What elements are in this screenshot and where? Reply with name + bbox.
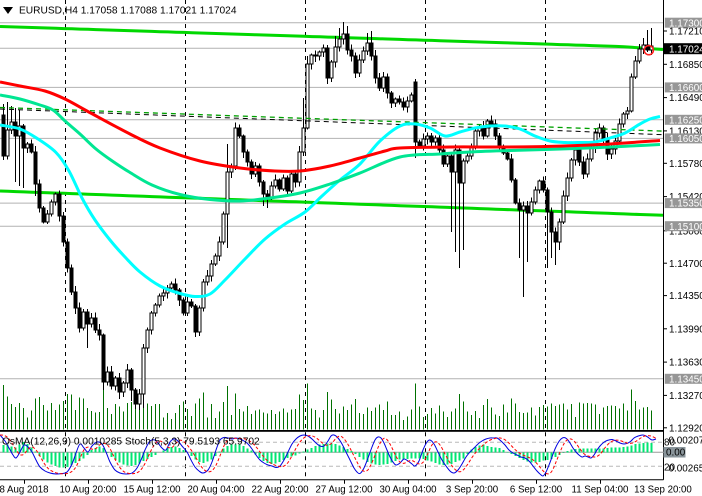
svg-text:1.15780: 1.15780: [669, 159, 702, 170]
svg-text:22 Aug 20:00: 22 Aug 20:00: [251, 485, 309, 496]
svg-text:1.16600: 1.16600: [669, 83, 702, 94]
svg-text:1.17210: 1.17210: [669, 27, 702, 38]
svg-text:1.15060: 1.15060: [669, 226, 702, 237]
svg-text:1.13270: 1.13270: [669, 391, 702, 402]
svg-text:1.16850: 1.16850: [669, 60, 702, 71]
svg-text:6 Sep 12:00: 6 Sep 12:00: [510, 485, 563, 496]
svg-text:1.13990: 1.13990: [669, 324, 702, 335]
svg-text:1.14700: 1.14700: [669, 259, 702, 270]
svg-text:1.15100: 1.15100: [669, 222, 702, 233]
svg-text:3 Sep 20:00: 3 Sep 20:00: [446, 485, 499, 496]
svg-text:10 Aug 20:00: 10 Aug 20:00: [59, 485, 117, 496]
svg-text:1.16130: 1.16130: [669, 127, 702, 138]
svg-text:OsMA(12,26,9) 0.0010285 Stoch(: OsMA(12,26,9) 0.0010285 Stoch(5,3,3) 79.…: [2, 437, 260, 448]
svg-text:1.12920: 1.12920: [669, 423, 702, 434]
svg-text:0.002071: 0.002071: [669, 436, 702, 447]
svg-text:1.17300: 1.17300: [669, 18, 702, 29]
svg-text:1.15420: 1.15420: [669, 192, 702, 203]
svg-text:1.16250: 1.16250: [669, 115, 702, 126]
svg-text:15 Aug 12:00: 15 Aug 12:00: [123, 485, 181, 496]
svg-text:EURUSD,H4 1.17058 1.17088 1.1: EURUSD,H4 1.17058 1.17088 1.17021 1.1702…: [19, 6, 237, 17]
svg-text:30 Aug 04:00: 30 Aug 04:00: [379, 485, 437, 496]
svg-text:1.16490: 1.16490: [669, 93, 702, 104]
svg-text:27 Aug 12:00: 27 Aug 12:00: [315, 485, 373, 496]
svg-text:20 Aug 04:00: 20 Aug 04:00: [187, 485, 245, 496]
svg-text:1.13630: 1.13630: [669, 358, 702, 369]
svg-text:0.00265: 0.00265: [669, 463, 702, 474]
svg-text:1.15350: 1.15350: [669, 199, 702, 210]
svg-text:1.14350: 1.14350: [669, 291, 702, 302]
svg-text:11 Sep 04:00: 11 Sep 04:00: [572, 485, 630, 496]
svg-text:1.17024: 1.17024: [669, 44, 702, 55]
svg-text:0.00: 0.00: [666, 448, 686, 459]
svg-text:1.13450: 1.13450: [669, 374, 702, 385]
svg-text:1.16050: 1.16050: [669, 134, 702, 145]
svg-text:13 Sep 20:00: 13 Sep 20:00: [634, 485, 692, 496]
svg-text:8 Aug 2018: 8 Aug 2018: [0, 485, 49, 496]
svg-text:80: 80: [664, 438, 675, 449]
svg-text:20: 20: [664, 462, 675, 473]
